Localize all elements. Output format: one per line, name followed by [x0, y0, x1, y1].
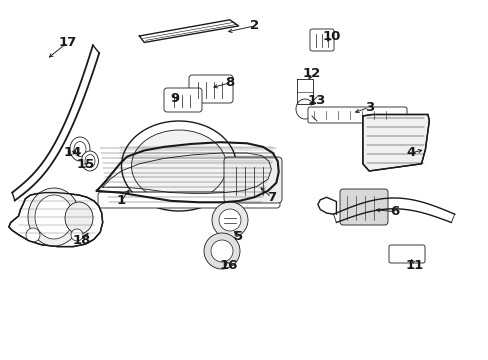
- FancyBboxPatch shape: [307, 107, 406, 123]
- Text: 10: 10: [322, 30, 340, 42]
- Text: 7: 7: [266, 191, 275, 204]
- Text: 2: 2: [249, 19, 258, 32]
- Circle shape: [71, 229, 83, 241]
- FancyBboxPatch shape: [224, 157, 282, 203]
- Text: 15: 15: [76, 158, 95, 171]
- Ellipse shape: [70, 137, 90, 161]
- Ellipse shape: [121, 121, 236, 211]
- FancyBboxPatch shape: [98, 192, 280, 208]
- Ellipse shape: [85, 154, 95, 167]
- Text: 1: 1: [117, 194, 125, 207]
- FancyBboxPatch shape: [388, 245, 424, 263]
- Ellipse shape: [131, 130, 226, 202]
- Ellipse shape: [65, 202, 93, 234]
- Text: 17: 17: [58, 36, 77, 49]
- Text: 13: 13: [307, 94, 325, 107]
- Text: 14: 14: [63, 147, 81, 159]
- Ellipse shape: [81, 151, 98, 171]
- Text: 12: 12: [302, 67, 321, 80]
- Text: 9: 9: [170, 93, 179, 105]
- Ellipse shape: [28, 188, 80, 246]
- Text: 16: 16: [219, 259, 238, 272]
- Circle shape: [203, 233, 240, 269]
- Ellipse shape: [74, 141, 86, 157]
- Ellipse shape: [35, 195, 73, 239]
- FancyBboxPatch shape: [309, 29, 333, 51]
- Text: 11: 11: [405, 259, 423, 272]
- Text: 8: 8: [225, 76, 234, 89]
- Circle shape: [26, 228, 40, 242]
- Polygon shape: [9, 193, 102, 247]
- Text: 5: 5: [234, 230, 243, 243]
- Text: 6: 6: [390, 205, 399, 218]
- Polygon shape: [362, 114, 428, 171]
- FancyBboxPatch shape: [339, 189, 387, 225]
- FancyBboxPatch shape: [163, 88, 202, 112]
- Circle shape: [210, 240, 232, 262]
- Text: 4: 4: [406, 147, 414, 159]
- Text: 3: 3: [364, 101, 373, 114]
- Text: 18: 18: [73, 234, 91, 247]
- Circle shape: [212, 202, 247, 238]
- Circle shape: [219, 209, 241, 231]
- FancyBboxPatch shape: [189, 75, 232, 103]
